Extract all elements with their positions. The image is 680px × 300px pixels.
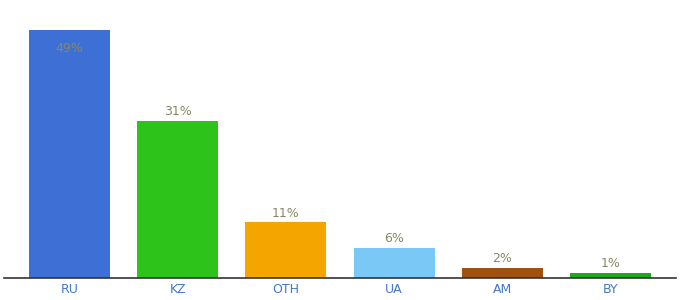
Bar bbox=[354, 248, 435, 278]
Text: 1%: 1% bbox=[600, 257, 620, 270]
Text: 11%: 11% bbox=[272, 207, 300, 220]
Bar bbox=[137, 121, 218, 278]
Bar bbox=[245, 222, 326, 278]
Text: 31%: 31% bbox=[164, 105, 192, 118]
Bar bbox=[29, 29, 110, 278]
Bar bbox=[570, 273, 651, 278]
Text: 2%: 2% bbox=[492, 252, 512, 265]
Text: 49%: 49% bbox=[56, 42, 84, 55]
Bar bbox=[462, 268, 543, 278]
Text: 6%: 6% bbox=[384, 232, 404, 245]
